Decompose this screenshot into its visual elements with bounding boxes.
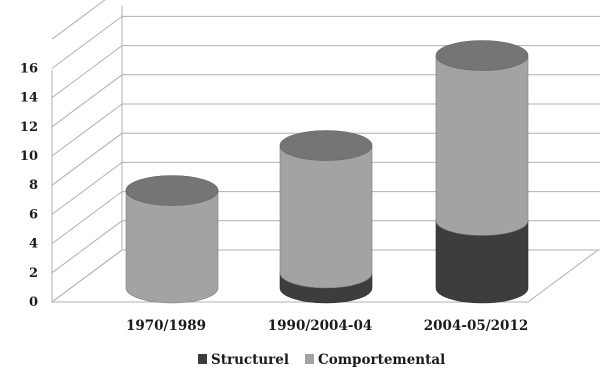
x-tick-label: 2004-05/2012 <box>424 318 528 334</box>
legend-swatch <box>198 354 207 364</box>
side-gridline <box>51 191 123 245</box>
bar-top-cap <box>435 40 529 71</box>
y-tick-label: 6 <box>29 207 38 222</box>
y-tick-label: 4 <box>29 237 38 252</box>
bar-top-cap <box>279 130 373 161</box>
x-axis-labels: 1970/1989 1990/2004-04 2004-05/2012 <box>126 318 528 334</box>
side-gridline <box>51 161 123 215</box>
bar-top-cap <box>125 175 219 206</box>
side-gridline <box>51 45 123 99</box>
side-gridline <box>51 103 123 157</box>
legend: Structurel Comportemental <box>198 352 445 368</box>
y-tick-label: 10 <box>20 149 38 164</box>
x-tick-label: 1990/2004-04 <box>268 318 372 334</box>
side-gridline <box>51 249 123 303</box>
y-tick-label: 2 <box>29 266 38 281</box>
y-tick-label: 12 <box>20 120 38 135</box>
legend-label: Structurel <box>211 352 289 368</box>
y-tick-label: 0 <box>29 295 38 310</box>
legend-swatch <box>305 354 314 364</box>
bar-group <box>435 40 529 304</box>
y-tick-label: 16 <box>20 61 38 76</box>
side-gridline <box>51 15 123 69</box>
side-gridline <box>51 74 123 128</box>
side-gridline <box>51 0 106 40</box>
x-tick-label: 1970/1989 <box>126 318 206 334</box>
y-tick-label: 8 <box>29 178 38 193</box>
bar-segment <box>125 190 219 304</box>
bar-segment <box>279 145 373 289</box>
side-gridline <box>51 220 123 274</box>
bar-segment <box>435 55 529 236</box>
bar-group <box>125 175 219 304</box>
y-axis-ticks: 0 2 4 6 8 10 12 14 16 <box>20 61 38 310</box>
bar-group <box>279 130 373 304</box>
chart-bars <box>125 40 529 304</box>
legend-label: Comportemental <box>318 352 445 368</box>
y-tick-label: 14 <box>20 91 38 106</box>
side-gridline <box>51 132 123 186</box>
